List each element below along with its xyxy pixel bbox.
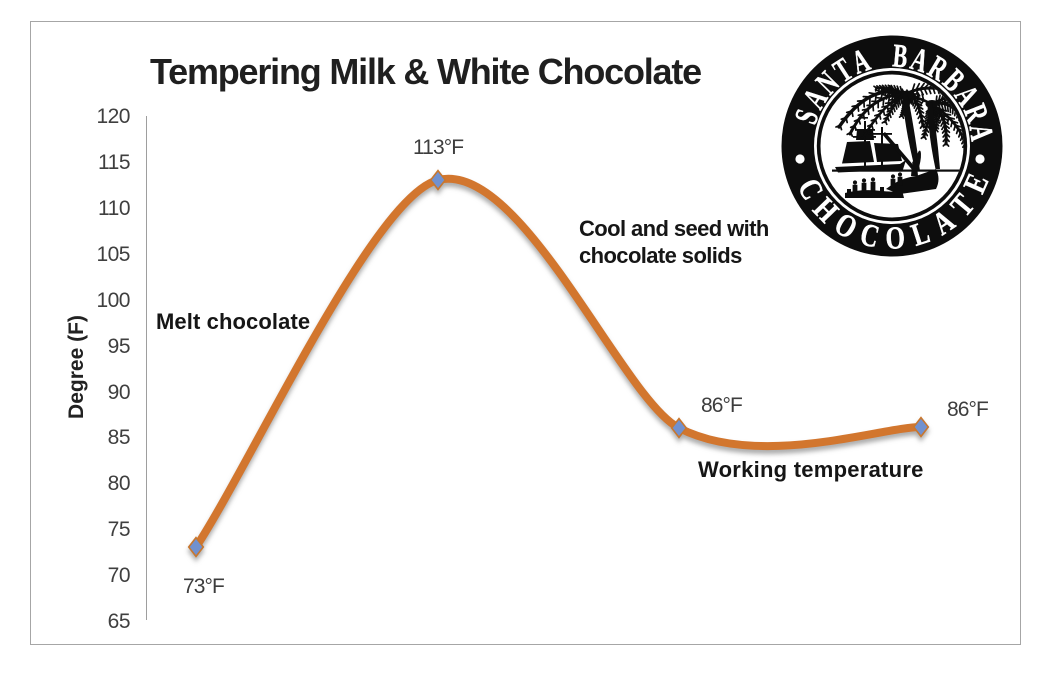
svg-text:O: O <box>885 220 906 256</box>
svg-text:A: A <box>961 122 1000 143</box>
svg-text:B: B <box>891 38 909 76</box>
